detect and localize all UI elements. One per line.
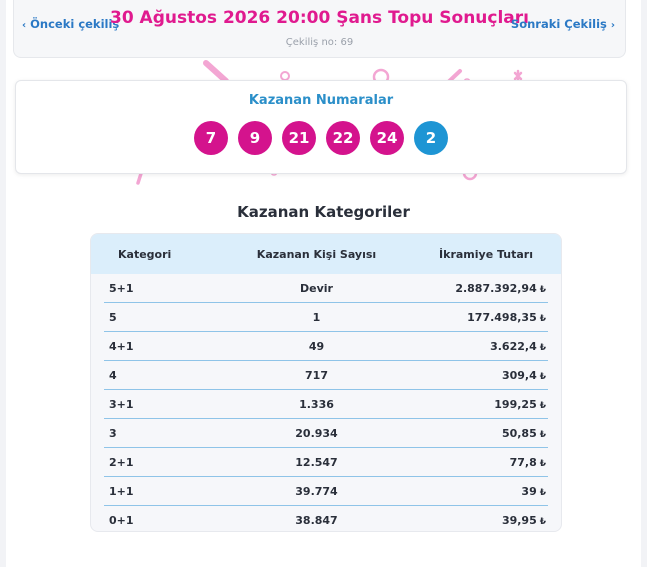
- prize-amount: 309,4: [501, 368, 537, 382]
- lira-icon: ₺: [539, 429, 546, 440]
- category-cell: 5: [109, 310, 117, 324]
- prize-cell: 177.498,35 ₺: [399, 311, 548, 324]
- prize-cell: 77,8 ₺: [399, 456, 548, 469]
- lira-icon: ₺: [539, 342, 546, 353]
- lira-icon: ₺: [539, 371, 546, 382]
- categories-title: Kazanan Kategoriler: [237, 203, 410, 221]
- prize-amount: 3.622,4: [490, 339, 537, 353]
- number-balls: 7 9 21 22 24 2: [16, 121, 626, 155]
- winners-cell: 39.774: [295, 484, 338, 498]
- bonus-ball: 2: [414, 121, 448, 155]
- category-cell: 2+1: [109, 455, 134, 469]
- category-cell: 3+1: [109, 397, 134, 411]
- winners-cell: 49: [308, 339, 325, 353]
- winning-numbers-card: Kazanan Numaralar 7 9 21 22 24 2: [15, 80, 627, 174]
- prize-amount: 199,25: [494, 397, 537, 411]
- category-cell: 5+1: [109, 281, 134, 295]
- category-cell: 4: [109, 368, 117, 382]
- draw-header: ‹ Önceki çekiliş 30 Ağustos 2026 20:00 Ş…: [13, 0, 626, 58]
- category-cell: 0+1: [109, 514, 134, 527]
- table-header: Kategori Kazanan Kişi Sayısı İkramiye Tu…: [91, 234, 561, 274]
- column-header-prize: İkramiye Tutarı: [439, 247, 533, 261]
- prize-cell: 309,4 ₺: [399, 369, 548, 382]
- prize-amount: 2.887.392,94: [455, 281, 537, 295]
- table-row: 3 20.934 50,85 ₺: [104, 419, 548, 448]
- next-draw-link[interactable]: Sonraki Çekiliş ›: [511, 17, 615, 31]
- lira-icon: ₺: [539, 517, 546, 527]
- number-ball: 7: [194, 121, 228, 155]
- lira-icon: ₺: [539, 313, 546, 324]
- table-row: 3+1 1.336 199,25 ₺: [104, 390, 548, 419]
- number-ball: 21: [282, 121, 316, 155]
- table-row: 4 717 309,4 ₺: [104, 361, 548, 390]
- table-row: 5 1 177.498,35 ₺: [104, 303, 548, 332]
- winning-numbers-title: Kazanan Numaralar: [248, 93, 394, 108]
- category-cell: 4+1: [109, 339, 134, 353]
- number-ball: 22: [326, 121, 360, 155]
- prize-amount: 39,95: [501, 514, 537, 527]
- next-draw-label: Sonraki Çekiliş: [510, 17, 607, 31]
- number-ball: 9: [238, 121, 272, 155]
- prize-cell: 50,85 ₺: [399, 427, 548, 440]
- column-header-winners: Kazanan Kişi Sayısı: [256, 247, 377, 261]
- prize-amount: 77,8: [509, 455, 537, 469]
- draw-number: Çekiliş no: 69: [285, 37, 354, 48]
- prize-amount: 50,85: [501, 426, 537, 440]
- category-cell: 1+1: [109, 484, 134, 498]
- prize-cell: 3.622,4 ₺: [399, 340, 548, 353]
- prize-amount: 39: [521, 484, 537, 498]
- chevron-left-icon: ‹: [22, 20, 27, 31]
- lira-icon: ₺: [539, 487, 546, 498]
- winners-cell: 1: [312, 310, 321, 324]
- table-row: 1+1 39.774 39 ₺: [104, 477, 548, 506]
- winners-cell: 717: [305, 368, 328, 382]
- page-title: 30 Ağustos 2026 20:00 Şans Topu Sonuçlar…: [109, 8, 529, 28]
- prize-amount: 177.498,35: [467, 310, 537, 324]
- previous-draw-label: Önceki çekiliş: [30, 17, 120, 31]
- prize-cell: 39,95 ₺: [399, 514, 548, 527]
- winners-cell: Devir: [300, 281, 333, 295]
- winners-cell: 38.847: [295, 514, 338, 527]
- table-body: 5+1 Devir 2.887.392,94 ₺ 5 1 177.498,35 ₺ 4+1 49 3…: [91, 274, 561, 531]
- lira-icon: ₺: [539, 458, 546, 469]
- lira-icon: ₺: [539, 400, 546, 411]
- winners-cell: 20.934: [295, 426, 338, 440]
- column-header-category: Kategori: [118, 247, 172, 261]
- table-row: 5+1 Devir 2.887.392,94 ₺: [104, 274, 548, 303]
- winners-cell: 1.336: [299, 397, 334, 411]
- prize-cell: 199,25 ₺: [399, 398, 548, 411]
- prize-cell: 39 ₺: [399, 485, 548, 498]
- lira-icon: ₺: [539, 284, 546, 295]
- winners-cell: 12.547: [295, 455, 338, 469]
- previous-draw-link[interactable]: ‹ Önceki çekiliş: [22, 17, 119, 31]
- table-row: 4+1 49 3.622,4 ₺: [104, 332, 548, 361]
- prize-cell: 2.887.392,94 ₺: [399, 282, 548, 295]
- table-row: 2+1 12.547 77,8 ₺: [104, 448, 548, 477]
- prize-table: Kategori Kazanan Kişi Sayısı İkramiye Tu…: [90, 233, 562, 532]
- table-row: 0+1 38.847 39,95 ₺: [104, 506, 548, 531]
- number-ball: 24: [370, 121, 404, 155]
- chevron-right-icon: ›: [610, 20, 615, 31]
- category-cell: 3: [109, 426, 117, 440]
